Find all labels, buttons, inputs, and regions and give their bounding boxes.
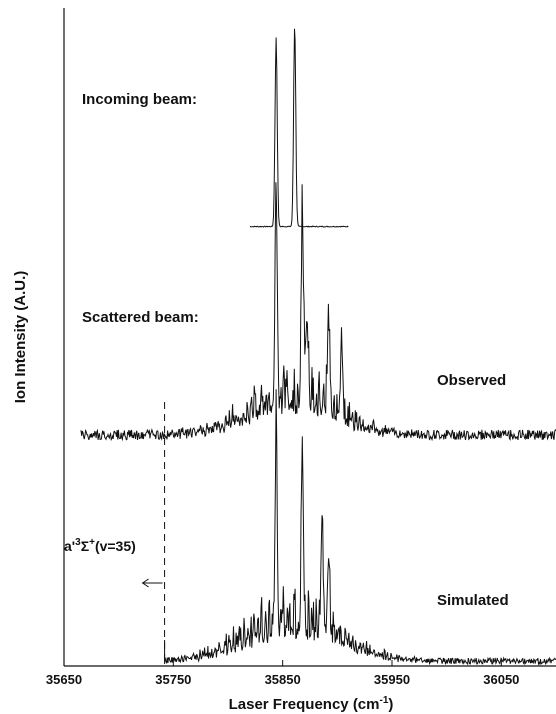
x-tick-label: 36050 xyxy=(483,672,519,687)
observed-label: Observed xyxy=(437,372,506,389)
incoming-beam-trace xyxy=(249,28,349,228)
simulated-trace xyxy=(164,389,556,666)
y-axis-title: Ion Intensity (A.U.) xyxy=(12,271,29,404)
scattered-beam-label: Scattered beam: xyxy=(82,309,199,326)
x-tick-label: 35950 xyxy=(374,672,410,687)
state-annotation: a'3Σ+(v=35) xyxy=(64,537,136,554)
x-tick-label: 35850 xyxy=(265,672,301,687)
simulated-label: Simulated xyxy=(437,592,509,609)
x-ticks: 35650 35750 35850 35950 36050 xyxy=(46,660,519,687)
x-tick-label: 35750 xyxy=(155,672,191,687)
x-axis-title: Laser Frequency (cm-1) xyxy=(229,695,394,713)
incoming-beam-label: Incoming beam: xyxy=(82,91,197,108)
x-tick-label: 35650 xyxy=(46,672,82,687)
left-arrow-icon xyxy=(141,578,163,588)
observed-trace xyxy=(80,182,556,442)
